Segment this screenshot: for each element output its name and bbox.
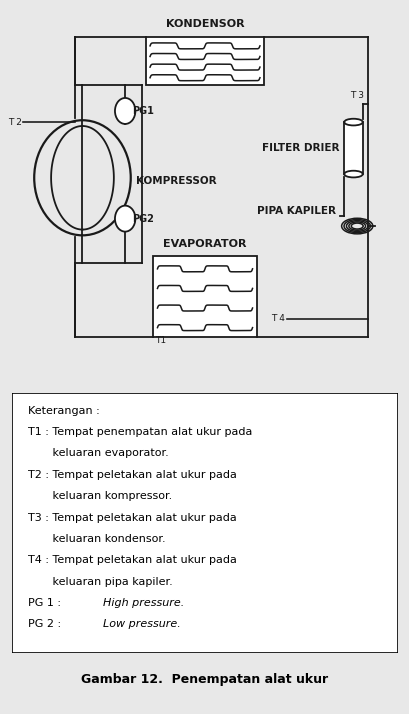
- Bar: [344, 122, 362, 174]
- Text: Keterangan :: Keterangan :: [28, 406, 99, 416]
- Text: T3 : Tempat peletakan alat ukur pada: T3 : Tempat peletakan alat ukur pada: [28, 513, 236, 523]
- Text: EVAPORATOR: EVAPORATOR: [163, 239, 246, 249]
- Text: Gambar 12.  Penempatan alat ukur: Gambar 12. Penempatan alat ukur: [81, 673, 328, 686]
- Text: T2 : Tempat peletakan alat ukur pada: T2 : Tempat peletakan alat ukur pada: [28, 470, 236, 480]
- Text: keluaran kondensor.: keluaran kondensor.: [28, 534, 165, 544]
- Text: High pressure.: High pressure.: [103, 598, 184, 608]
- Text: PG 2 :: PG 2 :: [28, 619, 64, 629]
- Text: T 3: T 3: [349, 91, 363, 100]
- Text: T1 : Tempat penempatan alat ukur pada: T1 : Tempat penempatan alat ukur pada: [28, 427, 252, 437]
- Ellipse shape: [115, 98, 135, 124]
- Text: FILTER DRIER: FILTER DRIER: [262, 143, 339, 153]
- Text: PG1: PG1: [132, 106, 153, 116]
- Text: PG2: PG2: [132, 213, 153, 223]
- Text: T4 : Tempat peletakan alat ukur pada: T4 : Tempat peletakan alat ukur pada: [28, 555, 236, 565]
- Text: T1: T1: [155, 336, 166, 345]
- Text: PG 1 :: PG 1 :: [28, 598, 64, 608]
- Ellipse shape: [344, 119, 362, 126]
- Text: keluaran kompressor.: keluaran kompressor.: [28, 491, 171, 501]
- Ellipse shape: [344, 171, 362, 177]
- Text: T 4: T 4: [270, 314, 284, 323]
- Text: T 2: T 2: [9, 118, 22, 126]
- Text: Low pressure.: Low pressure.: [103, 619, 180, 629]
- Text: KOMPRESSOR: KOMPRESSOR: [136, 176, 216, 186]
- Text: KONDENSOR: KONDENSOR: [165, 19, 244, 29]
- Ellipse shape: [115, 206, 135, 231]
- Bar: [145, 36, 264, 85]
- Text: PIPA KAPILER: PIPA KAPILER: [256, 206, 335, 216]
- Bar: [153, 256, 256, 338]
- Text: keluaran evaporator.: keluaran evaporator.: [28, 448, 168, 458]
- Text: keluaran pipa kapiler.: keluaran pipa kapiler.: [28, 577, 172, 587]
